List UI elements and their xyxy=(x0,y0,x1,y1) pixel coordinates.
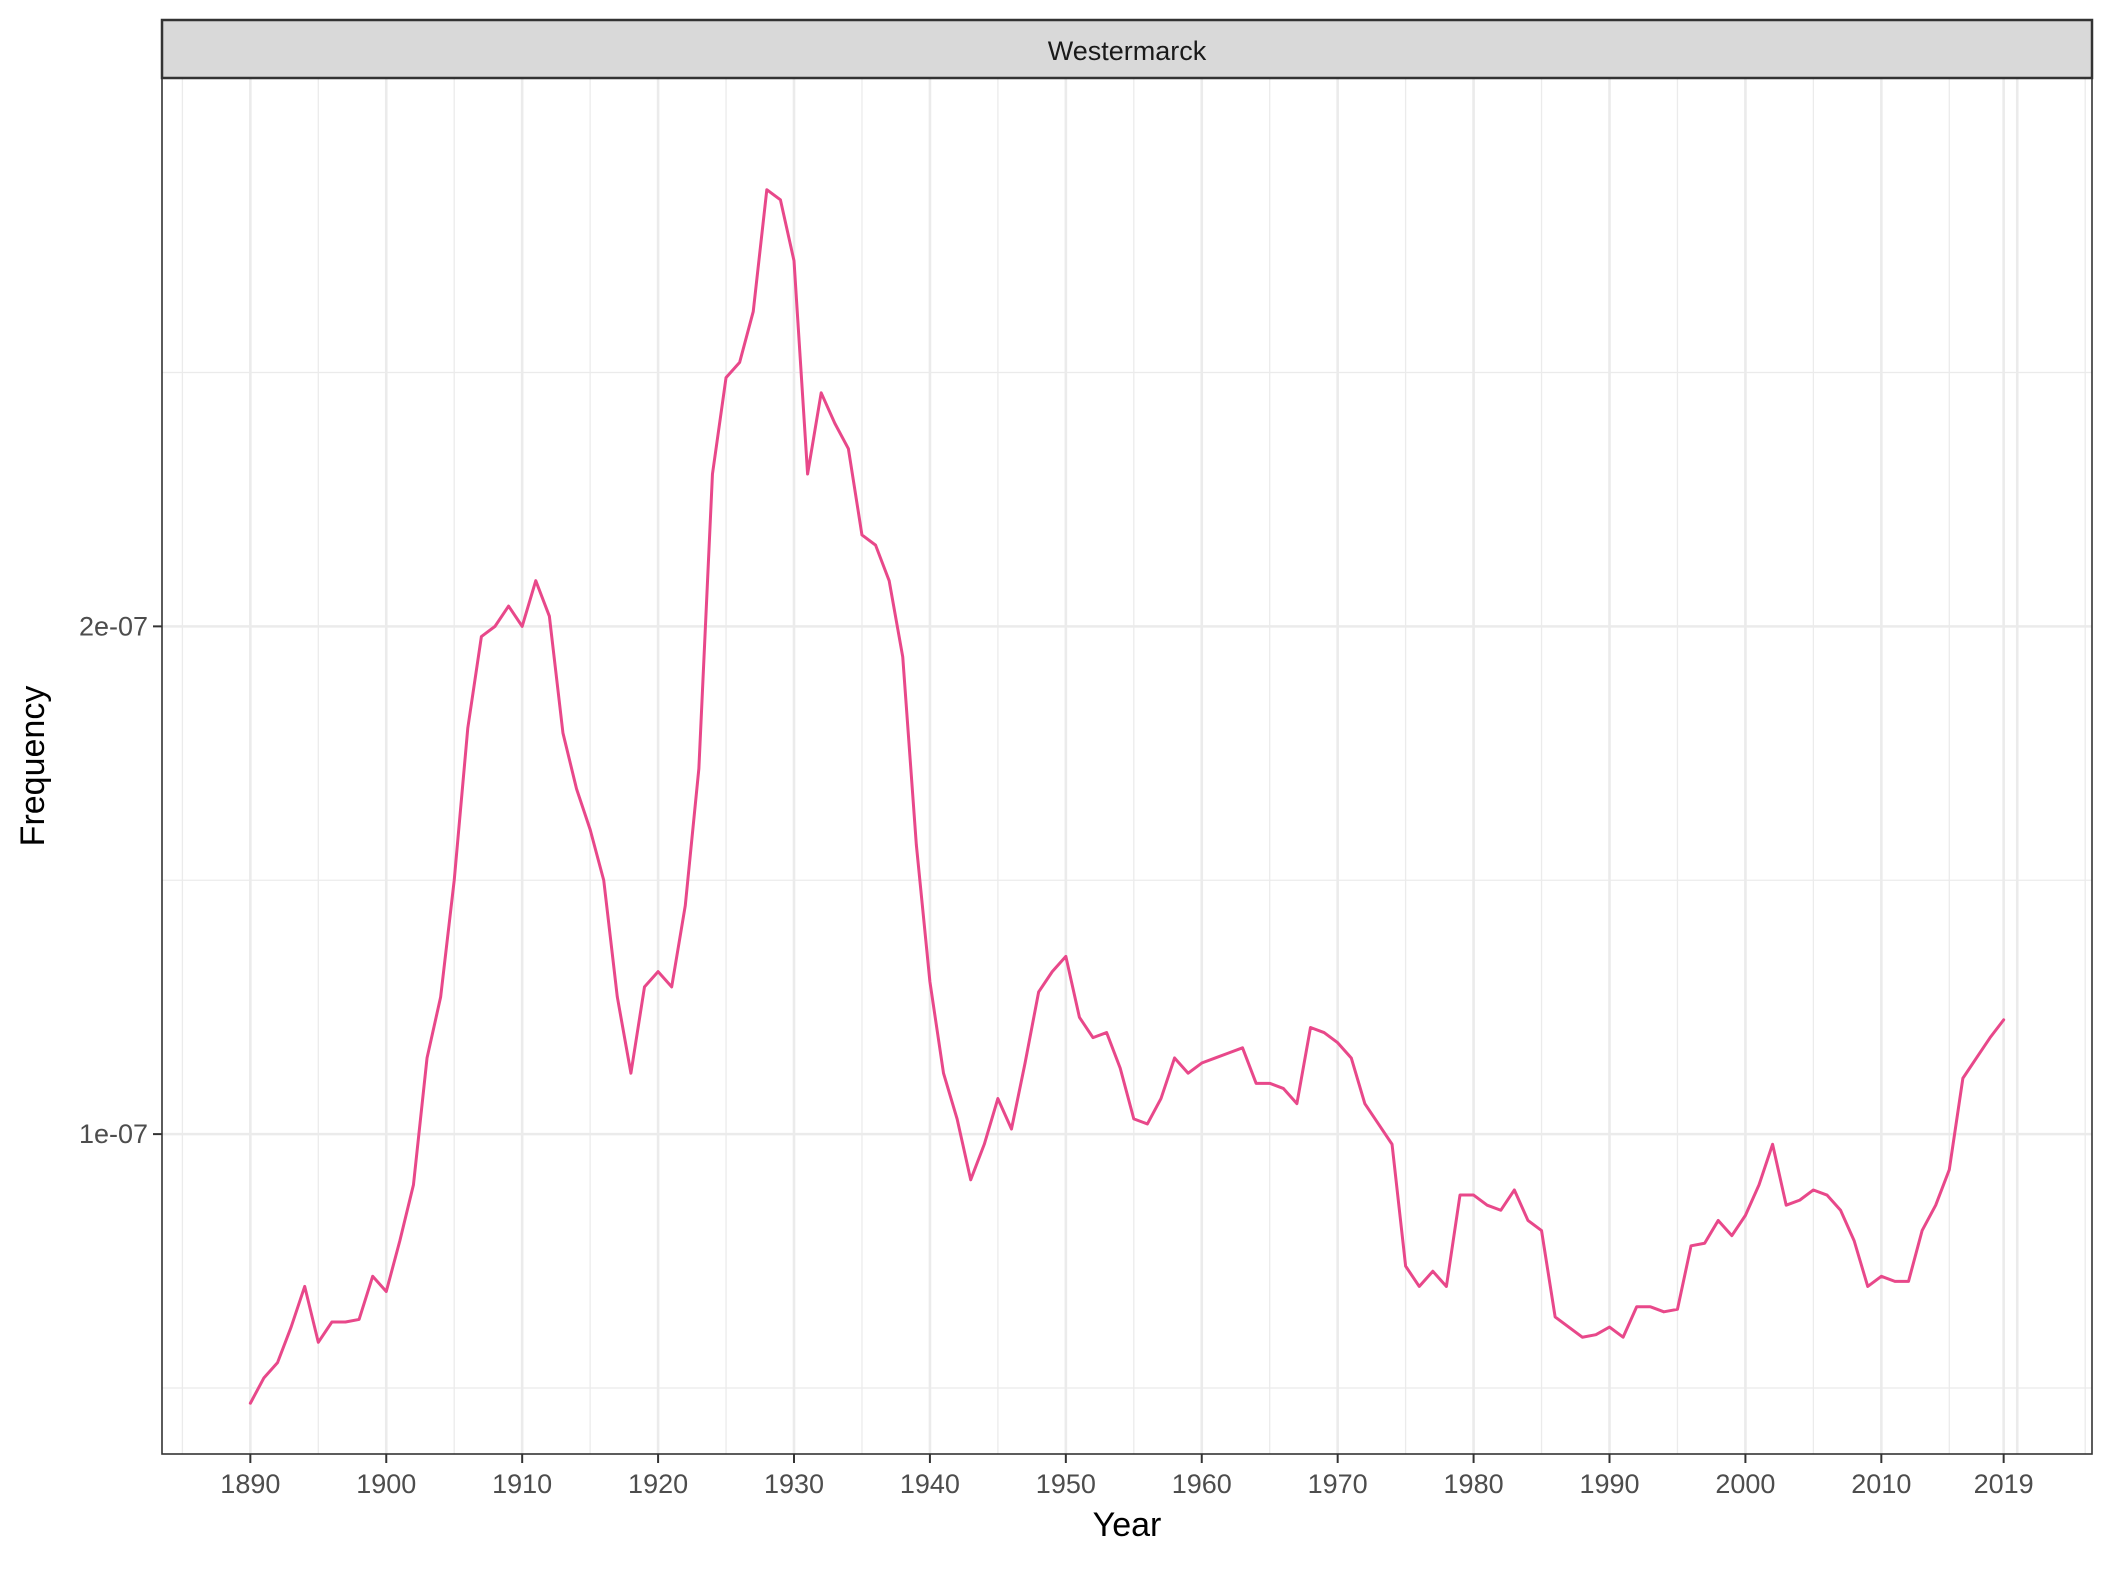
y-axis-ticks: 1e-07 2e-07 xyxy=(79,611,162,1149)
x-tick-label: 1950 xyxy=(1036,1469,1096,1499)
x-tick-label: 2000 xyxy=(1715,1469,1775,1499)
facet-strip xyxy=(160,18,2094,80)
major-gridlines xyxy=(162,78,2092,1454)
x-tick-label: 1900 xyxy=(356,1469,416,1499)
x-tick-label: 1990 xyxy=(1579,1469,1639,1499)
x-tick-label: 1980 xyxy=(1444,1469,1504,1499)
x-axis-title: Year xyxy=(1093,1506,1162,1544)
y-tick-label: 2e-07 xyxy=(79,611,148,641)
x-tick-label: 1910 xyxy=(492,1469,552,1499)
x-tick-label: 1940 xyxy=(900,1469,960,1499)
minor-gridlines xyxy=(162,78,2092,1454)
x-axis-ticks: 1890 1900 1910 1920 1930 1940 1950 1960 1970 1980… xyxy=(220,1454,2034,1499)
x-tick-label: 2019 xyxy=(1974,1469,2034,1499)
facet-strip-label: Westermarck xyxy=(1048,36,1207,66)
x-tick-label: 1920 xyxy=(628,1469,688,1499)
y-tick-label: 1e-07 xyxy=(79,1119,148,1149)
x-tick-label: 1930 xyxy=(764,1469,824,1499)
series-line xyxy=(248,188,2006,1405)
x-tick-label: 1970 xyxy=(1308,1469,1368,1499)
x-tick-label: 1960 xyxy=(1172,1469,1232,1499)
x-tick-label: 1890 xyxy=(220,1469,280,1499)
x-tick-label: 2010 xyxy=(1851,1469,1911,1499)
y-axis-title: Frequency xyxy=(14,686,52,847)
